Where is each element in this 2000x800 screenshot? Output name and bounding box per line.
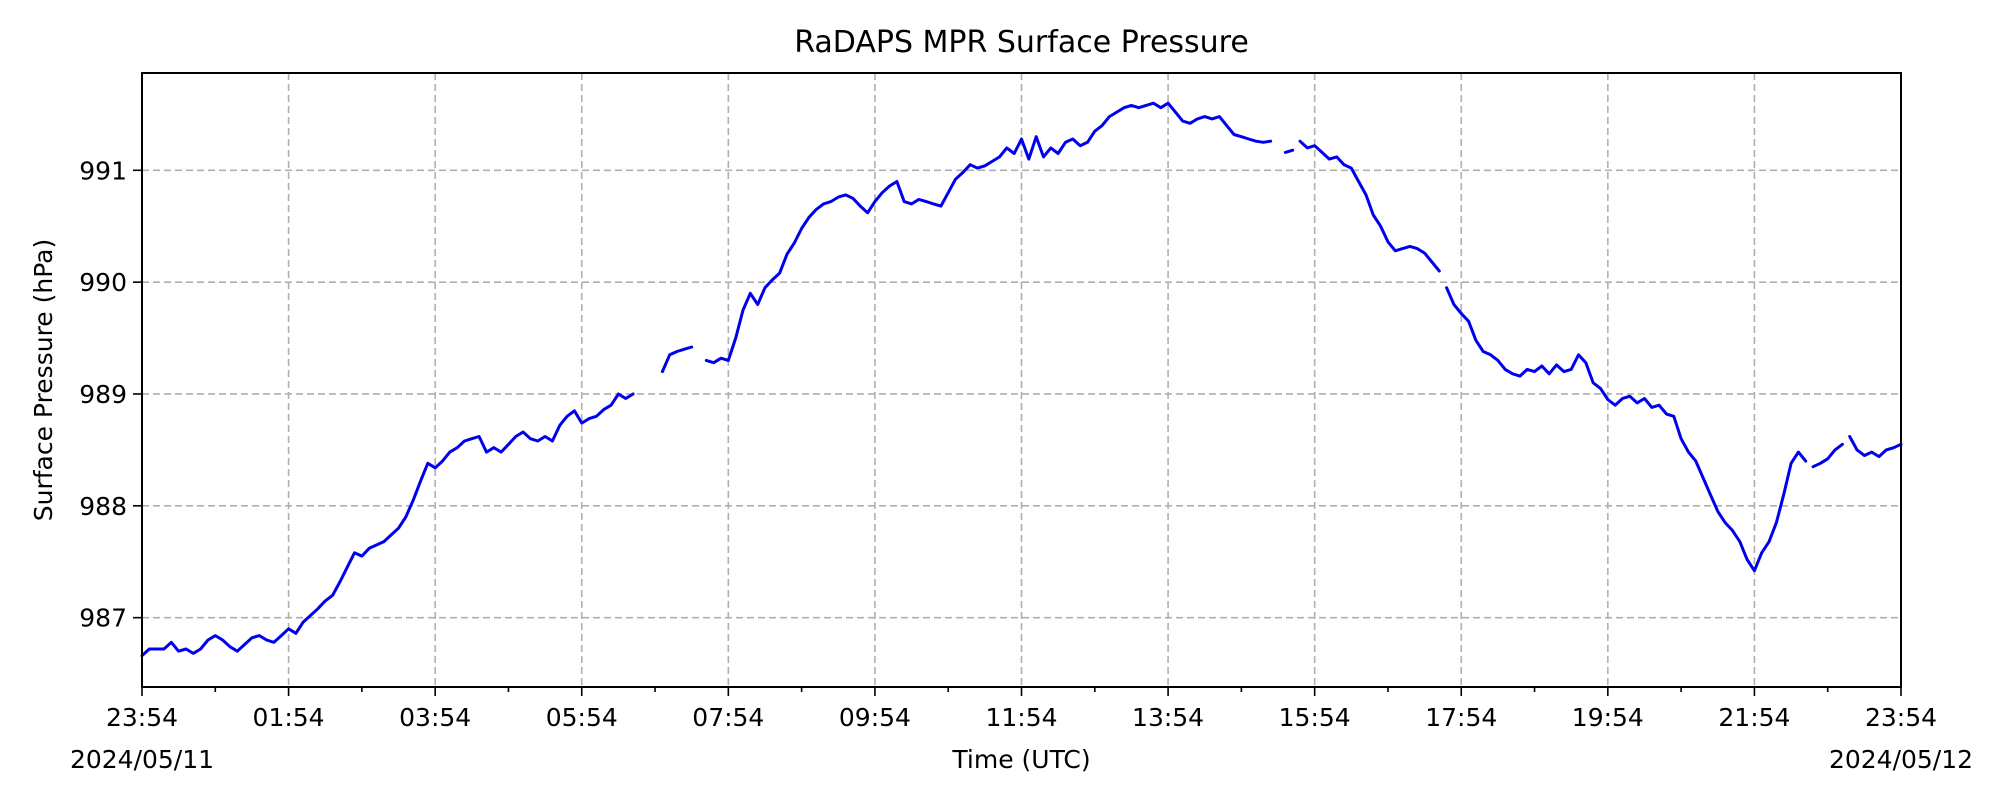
x-tick-label: 03:54: [399, 703, 471, 732]
x-tick-label: 01:54: [253, 703, 325, 732]
x-tick-label: 05:54: [546, 703, 618, 732]
y-tick-label: 988: [79, 492, 127, 521]
axis-ticks: 23:54 2024/05/11 01:54 03:54 05:54 07:54 09:54…: [70, 156, 1973, 774]
y-tick-label: 987: [79, 604, 127, 633]
x-tick-label: 11:54: [985, 703, 1057, 732]
x-tick-label: 23:54: [1865, 703, 1937, 732]
x-tick-label: 15:54: [1279, 703, 1351, 732]
y-tick-label: 991: [79, 156, 127, 185]
x-tick-label: 17:54: [1425, 703, 1497, 732]
pressure-line-segment: [704, 356, 730, 365]
x-tick-label: 21:54: [1718, 703, 1790, 732]
pressure-line-segment: [1283, 148, 1295, 154]
x-tick-label: 07:54: [692, 703, 764, 732]
chart-title: RaDAPS MPR Surface Pressure: [794, 25, 1249, 60]
x-tick-label: 13:54: [1132, 703, 1204, 732]
x-tick-label: 09:54: [839, 703, 911, 732]
pressure-line-segment: [1298, 139, 1441, 273]
pressure-line-segment: [726, 101, 1273, 362]
x-tick-date-label: 2024/05/11: [70, 745, 214, 774]
grid: [142, 73, 1901, 687]
pressure-line-segment: [1459, 312, 1808, 573]
y-axis-title: Surface Pressure (hPa): [29, 239, 58, 522]
y-tick-label: 990: [79, 268, 127, 297]
y-tick-label: 989: [79, 380, 127, 409]
x-tick-label: 23:54: [106, 703, 178, 732]
series-layer: [140, 101, 1903, 658]
pressure-line-segment: [1445, 286, 1463, 315]
x-axis-title: Time (UTC): [951, 745, 1090, 774]
pressure-line-segment: [1848, 435, 1903, 459]
pressure-line-segment: [660, 345, 694, 374]
pressure-line-segment: [140, 392, 635, 658]
x-tick-label: 19:54: [1572, 703, 1644, 732]
pressure-line-segment: [1811, 442, 1844, 469]
x-tick-date-label: 2024/05/12: [1829, 745, 1973, 774]
